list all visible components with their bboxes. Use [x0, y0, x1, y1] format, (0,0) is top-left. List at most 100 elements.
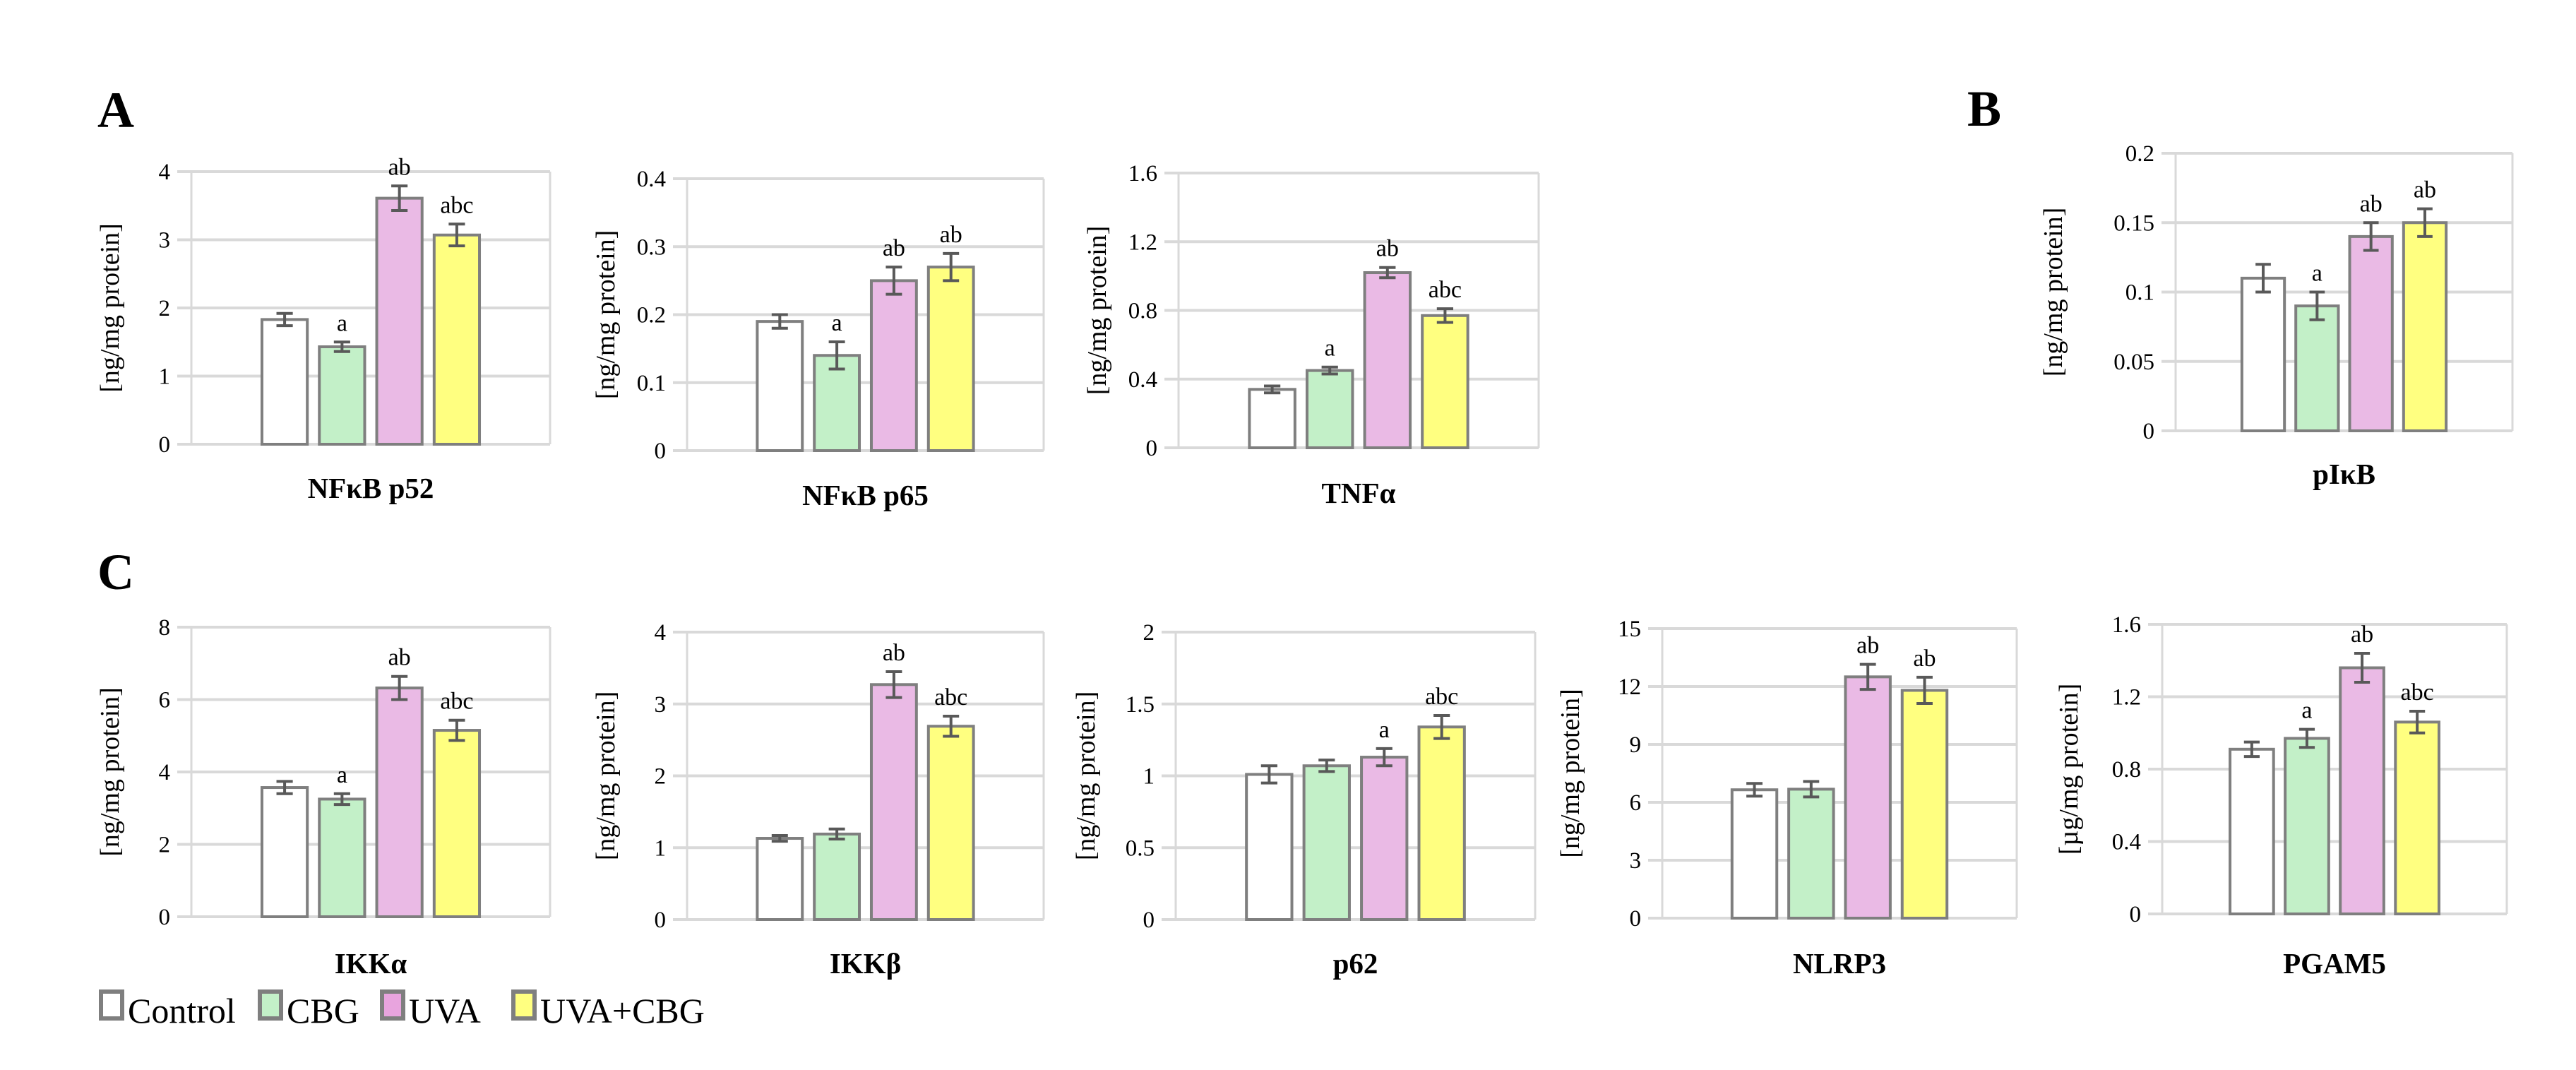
y-tick-label: 0.4 [637, 167, 666, 192]
chart-ikkβ: 0 1 2 3 4 [ng/mg protein] ab abc IKKβ [591, 620, 1045, 980]
chart-tnfα: 0 0.4 0.8 1.2 1.6 [ng/mg protein] a ab abc TNFα [1083, 161, 1540, 509]
y-tick-label: 0 [655, 439, 667, 464]
y-axis-label: [ng/mg protein] [1083, 226, 1112, 396]
y-tick-label: 0.3 [637, 234, 666, 260]
bar-cbg [2294, 304, 2340, 432]
y-tick-label: 0.1 [2125, 280, 2154, 306]
chart-nfκb-p65: 0 0.1 0.2 0.3 0.4 [ng/mg protein] a ab ab NFκB p6… [591, 167, 1045, 511]
chart-pgam5: 0 0.4 0.8 1.2 1.6 [µg/mg protein] a ab abc PGAM5 [2054, 612, 2508, 980]
bar-cbg [813, 832, 861, 921]
y-axis-label: [ng/mg protein] [591, 691, 621, 861]
y-tick-label: 3 [1630, 848, 1642, 874]
y-tick-label: 0.05 [2113, 350, 2154, 375]
bar-control [1245, 773, 1294, 921]
y-axis-label: [ng/mg protein] [1071, 691, 1101, 861]
chart-title: TNFα [1322, 477, 1396, 509]
chart-title: IKKα [335, 947, 407, 980]
bar-uva [869, 279, 918, 452]
y-tick-label: 0.15 [2113, 210, 2154, 236]
bar-cbg [1787, 787, 1835, 920]
y-tick-label: 0.2 [2125, 141, 2154, 167]
panel-label-b: B [1967, 81, 2001, 137]
panel-label-c: C [97, 544, 134, 600]
y-axis-label: [ng/mg protein] [95, 687, 125, 857]
bar-uva-cbg [2394, 720, 2440, 915]
legend: Control CBG UVA UVA+CBG [99, 989, 705, 1030]
y-axis-label: [ng/mg protein] [2039, 208, 2068, 377]
bar-cbg [318, 797, 366, 918]
chart-ikkα: 0 2 4 6 8 [ng/mg protein] a ab abc IKKα [95, 615, 551, 980]
y-tick-label: 2 [159, 833, 171, 858]
bar-uva-cbg [432, 233, 482, 446]
significance-label: a [1325, 335, 1335, 362]
y-tick-label: 6 [1630, 790, 1642, 816]
bar-control [1248, 388, 1296, 450]
bar-uva-cbg [432, 729, 482, 918]
y-tick-label: 0.1 [637, 371, 666, 396]
y-tick-label: 0.8 [1128, 299, 1157, 324]
bar-uva [1844, 675, 1892, 920]
bar-uva [1360, 756, 1409, 922]
y-tick-label: 0.4 [1128, 367, 1157, 393]
y-tick-label: 4 [159, 160, 171, 185]
significance-label: a [832, 310, 842, 336]
bar-control [1730, 788, 1779, 920]
legend-label: CBG [287, 991, 359, 1030]
significance-label: ab [2360, 191, 2383, 217]
legend-label: Control [128, 991, 236, 1030]
significance-label: abc [2401, 679, 2434, 706]
bar-uva [869, 683, 918, 922]
significance-label: ab [883, 235, 905, 261]
significance-label: abc [440, 689, 473, 715]
y-tick-label: 1.2 [2112, 685, 2141, 711]
chart-nlrp3: 0 3 6 9 12 15 [ng/mg protein] ab ab NLRP3 [1556, 617, 2018, 980]
significance-label: abc [934, 684, 967, 711]
chart-title: p62 [1333, 947, 1378, 980]
y-tick-label: 4 [159, 760, 171, 785]
y-tick-label: 4 [655, 620, 667, 646]
significance-label: a [2312, 261, 2322, 287]
bar-uva-cbg [1421, 314, 1469, 450]
y-tick-label: 2 [1143, 620, 1155, 646]
y-tick-label: 3 [655, 692, 667, 718]
significance-label: ab [388, 154, 411, 180]
legend-swatch-cbg [258, 989, 283, 1021]
bar-uva [375, 686, 424, 918]
panel-label-a: A [97, 82, 134, 138]
bar-uva-cbg [1900, 689, 1949, 920]
y-tick-label: 1.2 [1128, 230, 1157, 255]
significance-label: a [2301, 698, 2312, 724]
significance-label: ab [1856, 633, 1879, 659]
legend-label: UVA [409, 991, 481, 1030]
y-tick-label: 1.6 [1128, 161, 1157, 186]
y-tick-label: 0.8 [2112, 757, 2141, 783]
legend-swatch-uva-cbg [511, 989, 537, 1021]
chart-title: IKKβ [830, 947, 901, 980]
y-tick-label: 0 [159, 905, 171, 930]
y-tick-label: 1 [159, 364, 171, 390]
y-tick-label: 12 [1618, 674, 1641, 700]
significance-label: ab [2414, 177, 2436, 203]
significance-label: a [337, 762, 347, 788]
y-tick-label: 8 [159, 615, 171, 641]
bar-control [260, 786, 309, 918]
bar-uva [375, 196, 424, 446]
legend-swatch-control [99, 989, 124, 1021]
y-axis-label: [ng/mg protein] [1556, 689, 1585, 858]
y-tick-label: 0 [159, 432, 171, 458]
legend-swatch-uva [380, 989, 405, 1021]
significance-label: abc [1425, 684, 1458, 710]
chart-title: NFκB p65 [802, 479, 929, 511]
significance-label: ab [1376, 236, 1399, 262]
y-axis-label: [µg/mg protein] [2054, 684, 2084, 855]
y-tick-label: 3 [159, 228, 171, 254]
y-tick-label: 0 [2130, 902, 2142, 927]
bar-control [260, 318, 309, 446]
bar-cbg [318, 345, 366, 446]
y-tick-label: 0 [2143, 419, 2155, 444]
significance-label: a [337, 310, 347, 336]
chart-title: NFκB p52 [308, 472, 434, 504]
significance-label: ab [1913, 646, 1936, 672]
significance-label: abc [440, 192, 473, 218]
